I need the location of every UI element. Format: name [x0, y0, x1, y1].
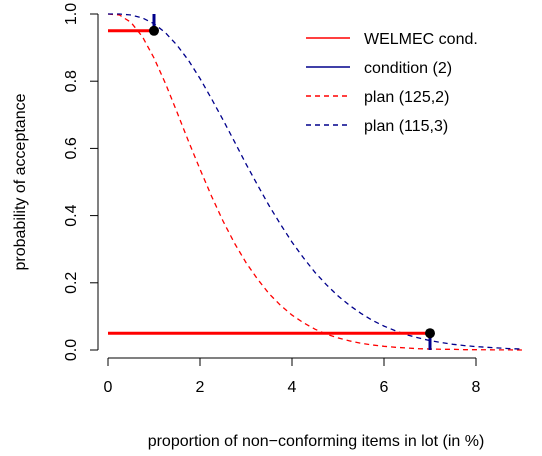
condition-point [149, 25, 159, 36]
x-tick-label: 8 [472, 379, 481, 396]
y-tick-label: 1.0 [63, 3, 80, 25]
x-tick-label: 4 [288, 379, 297, 396]
series-line [108, 13, 523, 350]
x-tick-label: 6 [380, 379, 389, 396]
y-tick-label: 0.8 [63, 70, 80, 92]
oc-curves [107, 13, 523, 351]
y-tick-label: 0.0 [63, 339, 80, 361]
legend-label: plan (115,3) [364, 118, 448, 135]
x-tick-label: 2 [196, 379, 205, 396]
axes: 0 2 4 6 8 0.0 0.2 0.4 0.6 0.8 1.0 [63, 3, 481, 396]
x-axis-title: proportion of non−conforming items in lo… [148, 433, 485, 450]
y-tick-label: 0.4 [63, 204, 80, 226]
legend-label: WELMEC cond. [364, 31, 478, 48]
y-tick-label: 0.6 [63, 137, 80, 159]
y-tick-label: 0.2 [63, 272, 80, 294]
legend: WELMEC cond. condition (2) plan (125,2) pla… [306, 31, 478, 135]
series-line [107, 13, 523, 351]
legend-label: plan (125,2) [364, 89, 449, 106]
acceptance-conditions [108, 14, 435, 350]
y-axis-title: probability of acceptance [12, 93, 29, 270]
condition-point [425, 328, 435, 339]
x-tick-label: 0 [104, 379, 113, 396]
legend-label: condition (2) [364, 60, 452, 77]
